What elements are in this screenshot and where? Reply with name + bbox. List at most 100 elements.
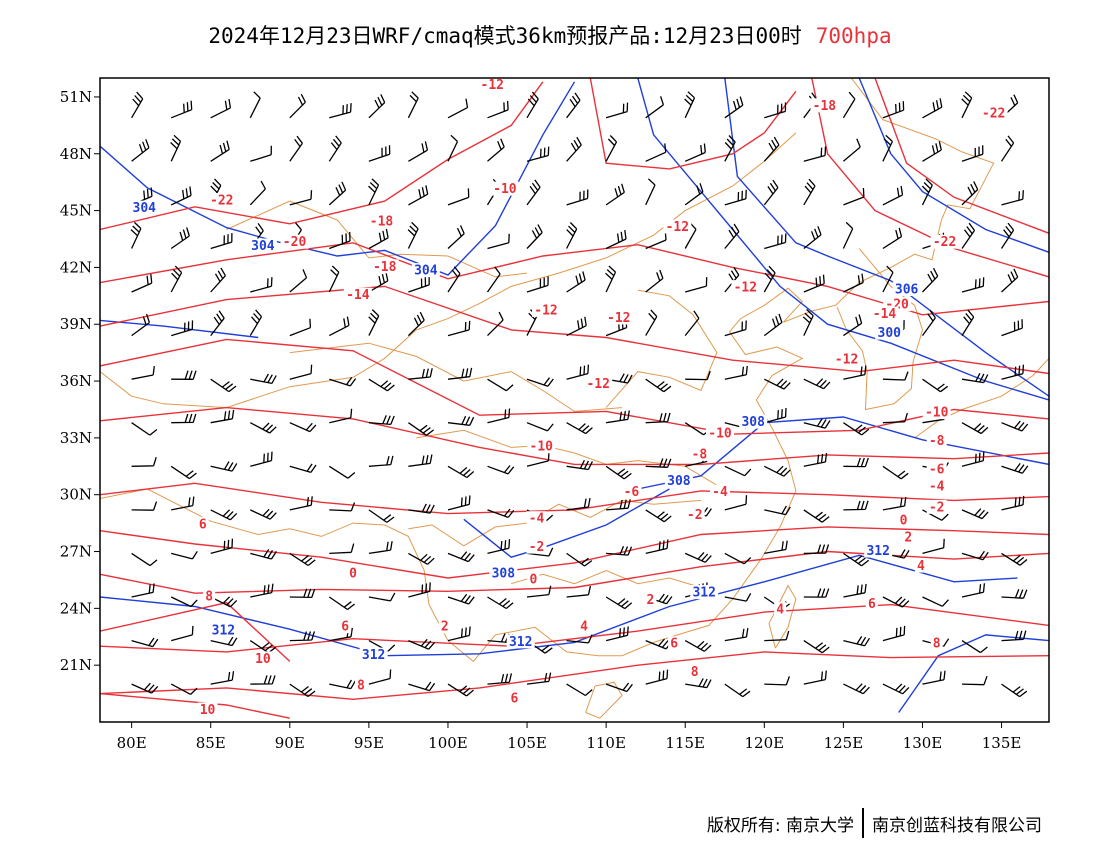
temperature-label-bg (644, 592, 657, 607)
wind-barb (408, 681, 436, 692)
temperature-label-bg (527, 571, 540, 586)
wind-barb (131, 313, 151, 337)
wind-barb (764, 102, 787, 119)
temperature-label-bg (527, 439, 556, 454)
wind-barb (882, 465, 909, 480)
wind-barb (210, 98, 232, 119)
lat-tick-label: 48N (60, 145, 92, 163)
height-label: 308 (741, 415, 765, 430)
wind-barb (763, 313, 783, 337)
wind-barb (408, 503, 435, 514)
wind-barb (1000, 135, 1015, 162)
wind-barb (249, 91, 261, 119)
wind-barb (171, 550, 198, 560)
height-label: 312 (692, 586, 715, 601)
height-contour-line (100, 554, 1018, 657)
wind-barb (645, 458, 672, 468)
wind-barb (210, 636, 238, 647)
pressure-level-label: 700hpa (815, 24, 892, 48)
height-label: 312 (212, 623, 235, 638)
wind-barb (882, 265, 894, 293)
wind-barb (922, 378, 949, 393)
wind-barb (526, 585, 552, 598)
temperature-label-bg (926, 433, 947, 448)
wind-barb (526, 377, 554, 387)
temperature-label-bg (706, 425, 735, 440)
wind-barb (566, 189, 589, 206)
temperature-label: 0 (900, 514, 908, 529)
wind-barb (605, 465, 632, 480)
wind-barb (921, 310, 936, 336)
wind-barb (368, 228, 389, 250)
wind-barb (961, 640, 988, 654)
wind-barb (763, 136, 780, 162)
wind-barb (408, 638, 436, 650)
wind-barb (170, 465, 197, 480)
boundary-line (408, 499, 702, 547)
temperature-label-bg (731, 280, 760, 295)
wind-barb (842, 138, 861, 162)
wind-barb (170, 186, 192, 206)
wind-barb (882, 101, 905, 119)
wind-barb (922, 670, 946, 685)
wind-barb (645, 96, 665, 119)
wind-barb (249, 640, 276, 654)
wind-barb (605, 135, 618, 162)
temperature-label: -4 (712, 485, 728, 500)
wind-barb (843, 422, 870, 436)
wind-barb (961, 451, 985, 467)
wind-barb (803, 274, 825, 293)
height-label: 300 (878, 326, 902, 341)
wind-barb (487, 539, 511, 555)
temperature-label: 2 (441, 620, 449, 635)
temperature-label-bg (689, 446, 710, 461)
wind-barb (210, 378, 237, 393)
temperature-label-bg (438, 619, 451, 634)
wind-barb (289, 269, 308, 293)
isotherm-line (589, 78, 797, 170)
height-label: 308 (667, 474, 691, 489)
temperature-label-bg (810, 98, 839, 113)
isotherm-line (100, 81, 544, 231)
wind-barb (526, 422, 554, 432)
wind-barb (447, 465, 475, 479)
wind-barb (764, 465, 791, 477)
wind-barb (803, 453, 828, 467)
wind-barb (961, 422, 989, 435)
wind-barb (170, 134, 182, 162)
longitude-axis: 80E 85E 90E 95E 100E 105E 110E 115E 120E 125E 130E… (117, 722, 1021, 752)
wind-barb (684, 310, 700, 337)
temperature-label-bg (196, 516, 209, 531)
boundary-line (605, 289, 718, 408)
wind-barb (566, 422, 593, 435)
wind-barb (447, 134, 459, 162)
wind-barb (131, 366, 155, 380)
wind-barb (171, 320, 194, 337)
wind-barb (961, 145, 984, 162)
wind-barb (724, 592, 752, 602)
wind-barb (487, 311, 504, 337)
wind-barb (131, 552, 158, 567)
temperature-label: -2 (929, 500, 945, 515)
height-label-bg (209, 622, 238, 637)
wind-barb (408, 582, 431, 598)
wind-barb (605, 265, 617, 293)
lon-tick-label: 100E (428, 734, 468, 752)
temperature-label: 8 (205, 589, 213, 604)
wind-barb (882, 185, 904, 206)
height-label-bg (739, 414, 768, 429)
temperature-label-bg (926, 479, 947, 494)
lon-tick-label: 115E (665, 734, 705, 752)
height-label-bg (875, 325, 904, 340)
map-frame (99, 77, 1050, 723)
wind-barb (289, 190, 313, 206)
wind-barb (605, 682, 633, 693)
temperature-label: -22 (982, 106, 1005, 121)
wind-barb (131, 274, 153, 293)
temperature-contours (100, 78, 1049, 719)
temperature-label-bg (197, 702, 218, 717)
height-label: 306 (895, 283, 919, 298)
temperature-label: 2 (904, 531, 912, 546)
temperature-label-bg (914, 558, 927, 573)
temperature-label: -12 (481, 78, 504, 93)
